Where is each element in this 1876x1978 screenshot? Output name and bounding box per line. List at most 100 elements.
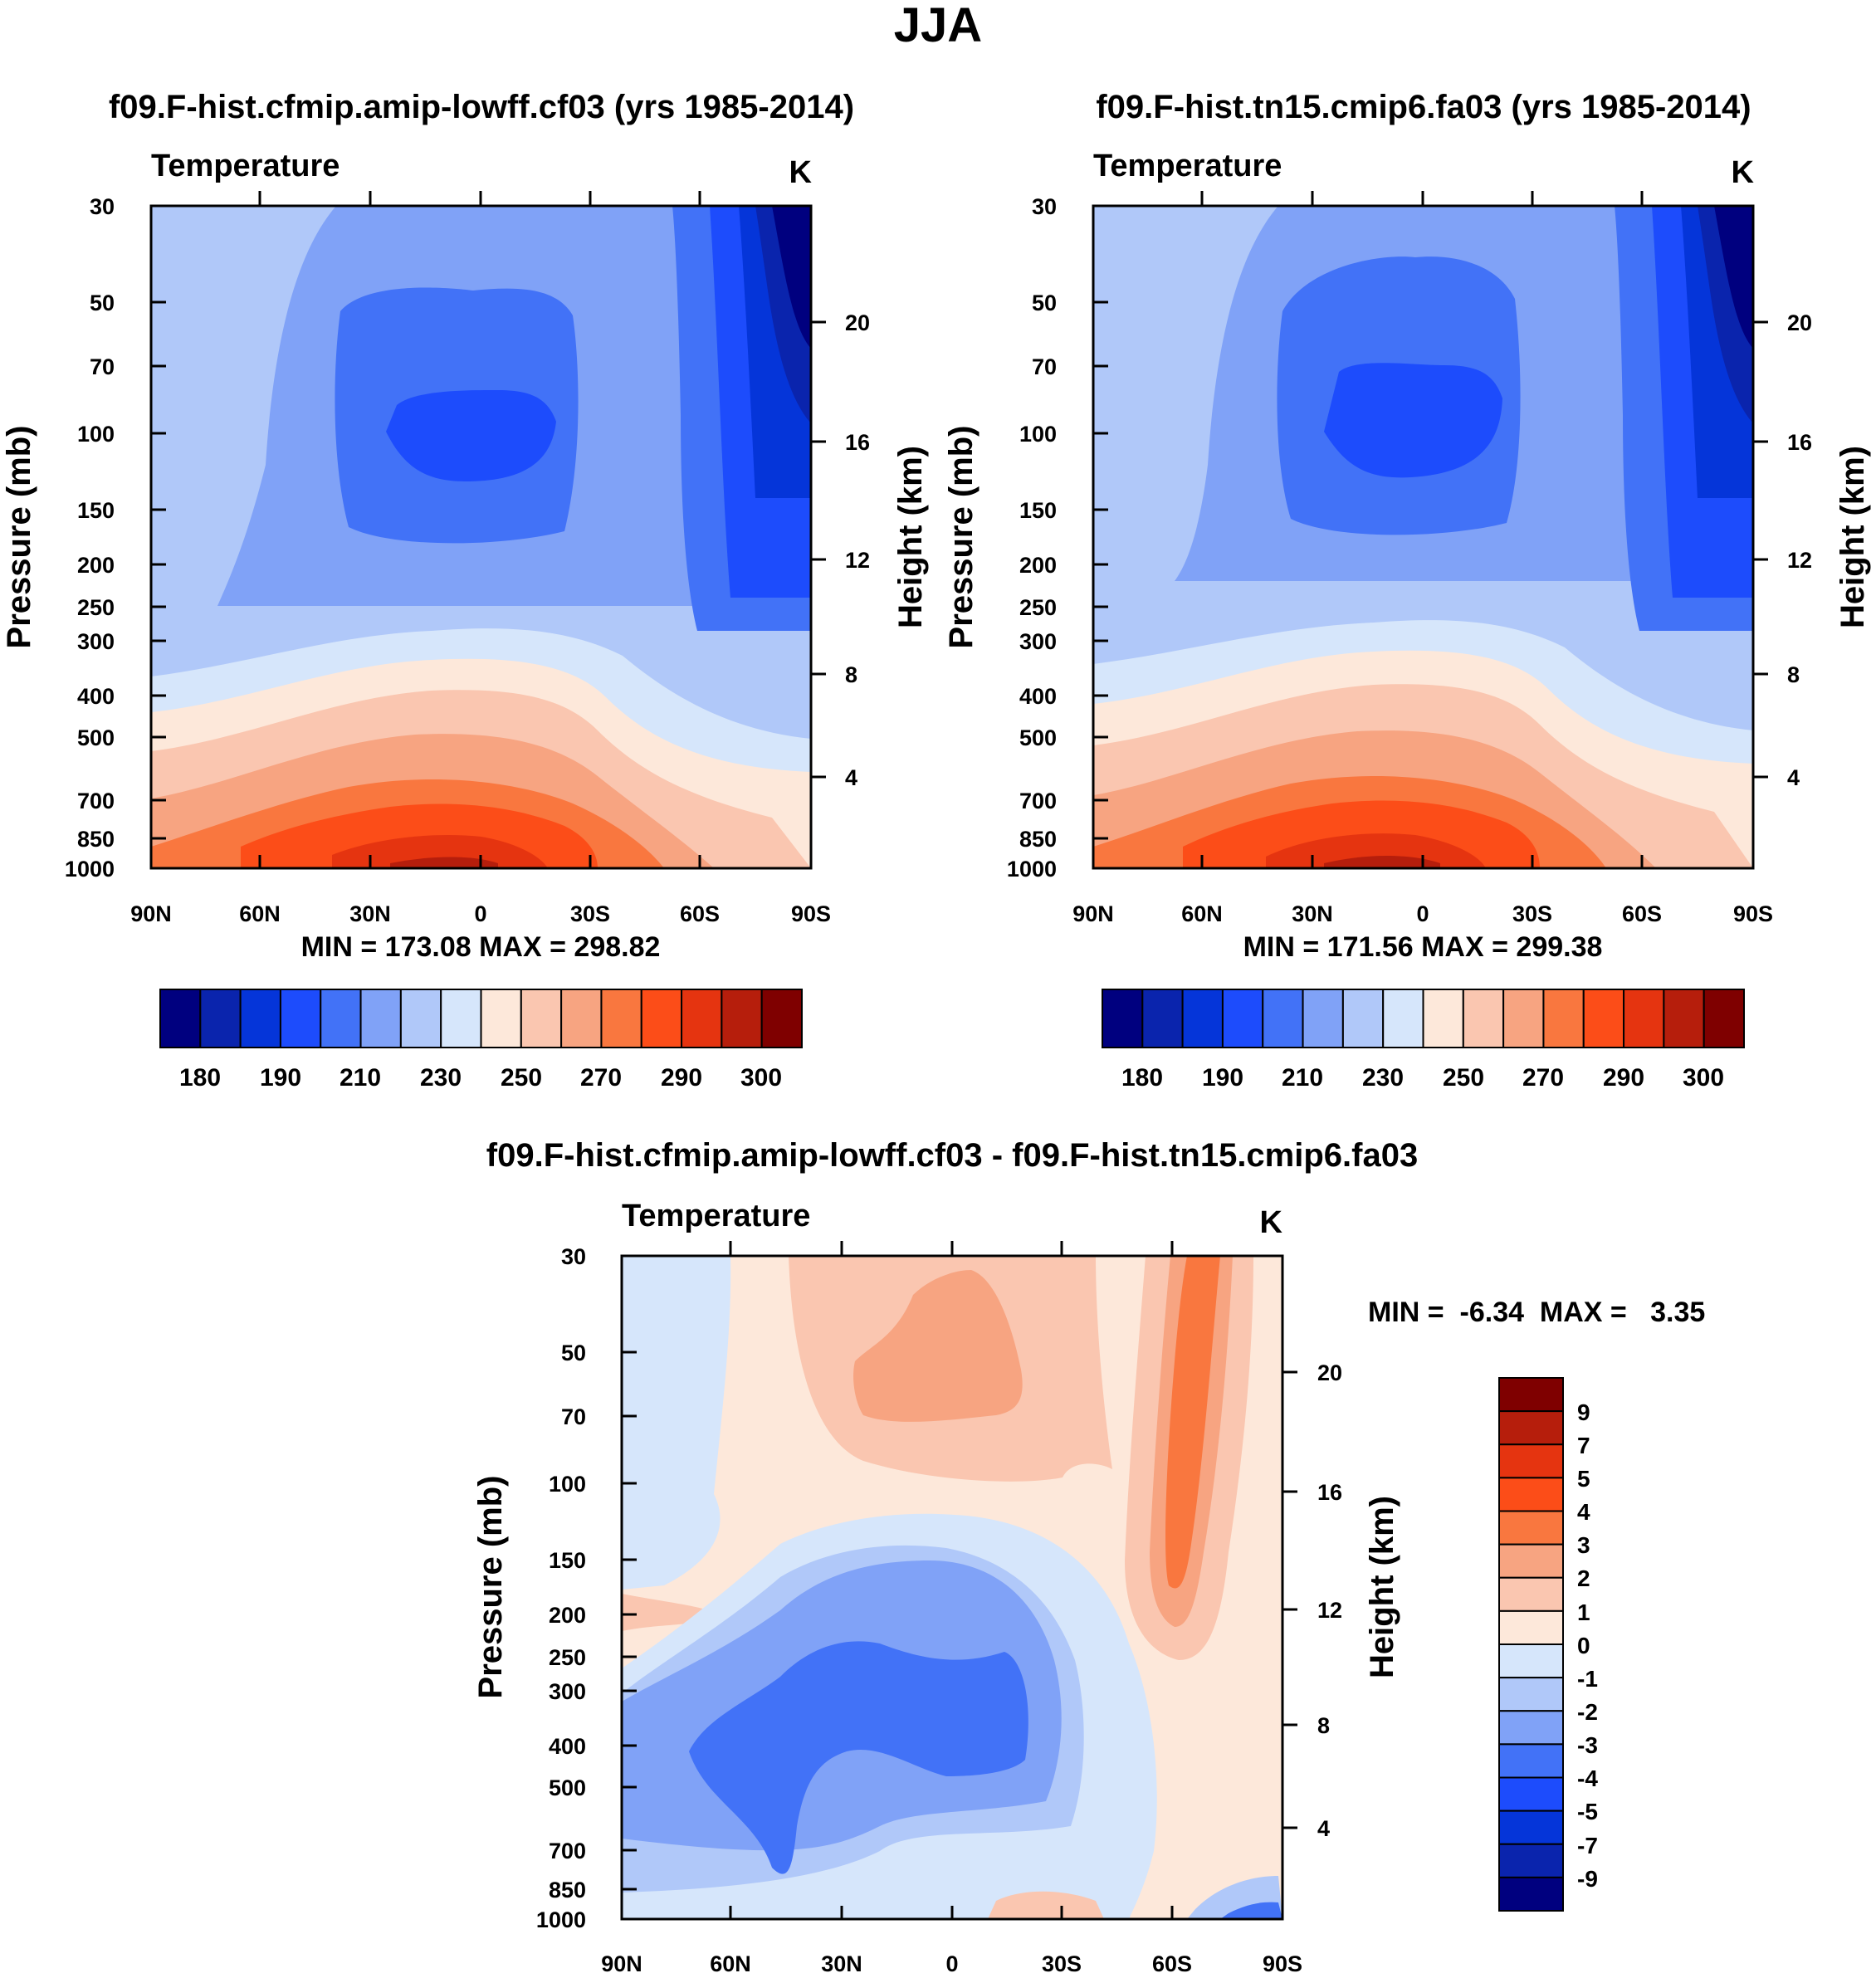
y-tick-label: 850 [549, 1878, 586, 1902]
y-tick-label: 50 [90, 291, 115, 315]
panel-title: f09.F-hist.cfmip.amip-lowff.cf03 (yrs 19… [109, 89, 854, 125]
x-tick-label: 60S [680, 901, 720, 926]
x-tick-label: 60N [1181, 901, 1223, 926]
y-right-tick-label: 16 [1317, 1480, 1342, 1505]
panel-difference: f09.F-hist.cfmip.amip-lowff.cf03 - f09.F… [472, 1137, 1705, 1976]
colorbar-label: 230 [1362, 1064, 1404, 1092]
x-tick-label: 0 [1416, 901, 1429, 926]
y-tick-label: 250 [1019, 595, 1057, 620]
contour-band [332, 835, 548, 868]
colorbar-label: 250 [1443, 1064, 1484, 1092]
colorbar-label: 180 [1121, 1064, 1163, 1092]
y-right-tick-label: 8 [1787, 662, 1800, 687]
y-right-tick-label: 20 [1787, 310, 1812, 335]
colorbar-swatch [199, 989, 242, 1048]
colorbar-label: 290 [661, 1064, 702, 1092]
colorbar-label: 270 [1522, 1064, 1564, 1092]
y-right-tick-labels: 4 8 12 16 20 [845, 310, 870, 790]
x-tick-label: 30N [821, 1951, 862, 1976]
y-tick-label: 30 [561, 1244, 586, 1269]
colorbar-swatch [359, 989, 402, 1048]
y-tick-label: 300 [1019, 629, 1057, 654]
y-right-axis-label: Height (km) [1364, 1496, 1400, 1678]
y-axis-ticks [1093, 191, 1768, 870]
colorbar-label: -2 [1577, 1699, 1598, 1725]
colorbar-swatch [1141, 989, 1184, 1048]
y-tick-label: 850 [77, 827, 115, 852]
colorbar-swatch [721, 989, 763, 1048]
colorbar-swatch [1663, 989, 1705, 1048]
colorbar-swatch [1462, 989, 1505, 1048]
y-right-axis-label: Height (km) [1834, 446, 1871, 628]
y-right-tick-label: 12 [1787, 548, 1812, 573]
units-label: K [1260, 1205, 1283, 1240]
colorbar-label: 290 [1603, 1064, 1644, 1092]
y-tick-label: 30 [90, 194, 115, 219]
colorbar-swatch [1221, 989, 1264, 1048]
figure-title: JJA [894, 0, 982, 52]
colorbar-label: 270 [580, 1064, 622, 1092]
colorbar-swatch [320, 989, 362, 1048]
y-right-tick-label: 4 [845, 765, 857, 790]
colorbar-swatch [1422, 989, 1464, 1048]
colorbar-swatch [1498, 1443, 1564, 1479]
colorbar-swatch [1498, 1543, 1564, 1579]
y-right-tick-labels: 4 8 12 16 20 [1317, 1360, 1342, 1841]
contour-band [1165, 1256, 1220, 1589]
colorbar-swatch [480, 989, 522, 1048]
colorbar-swatch [1582, 989, 1625, 1048]
y-tick-label: 50 [561, 1341, 586, 1365]
colorbar [159, 989, 803, 1048]
colorbar-swatch [159, 989, 202, 1048]
y-tick-label: 850 [1019, 827, 1057, 852]
variable-label: Temperature [622, 1199, 810, 1233]
temperature-contours [1093, 206, 1753, 868]
colorbar-label: 250 [501, 1064, 542, 1092]
colorbar-swatch [1498, 1377, 1564, 1413]
x-tick-label: 30S [1512, 901, 1552, 926]
panel-model-1: f09.F-hist.cfmip.amip-lowff.cf03 (yrs 19… [1, 89, 929, 1092]
colorbar-label: 190 [1202, 1064, 1243, 1092]
y-tick-label: 100 [549, 1472, 586, 1497]
y-tick-label: 70 [90, 354, 115, 379]
colorbar-swatch [520, 989, 563, 1048]
y-tick-label: 500 [549, 1775, 586, 1800]
y-axis-label: Pressure (mb) [943, 426, 980, 649]
colorbar-label: -9 [1577, 1866, 1598, 1892]
contour-band [1220, 1902, 1282, 1919]
x-tick-label: 90S [791, 901, 831, 926]
x-tick-label: 60N [710, 1951, 751, 1976]
x-tick-label: 30S [570, 901, 610, 926]
colorbar-label: 210 [1282, 1064, 1323, 1092]
x-tick-label: 30N [1292, 901, 1333, 926]
panel-title: f09.F-hist.cfmip.amip-lowff.cf03 - f09.F… [486, 1137, 1418, 1174]
colorbar-swatch [1502, 989, 1545, 1048]
y-tick-label: 400 [549, 1734, 586, 1759]
colorbar-swatch [1498, 1477, 1564, 1512]
colorbar-swatch [1382, 989, 1424, 1048]
y-tick-label: 200 [549, 1603, 586, 1628]
colorbar-label: 210 [340, 1064, 381, 1092]
x-tick-labels: 90N 60N 30N 0 30S 60S 90S [601, 1951, 1302, 1976]
x-tick-label: 90N [130, 901, 172, 926]
y-tick-label: 150 [549, 1548, 586, 1573]
y-right-tick-label: 20 [845, 310, 870, 335]
x-tick-label: 90N [1072, 901, 1114, 926]
colorbar-swatch [1498, 1576, 1564, 1612]
colorbar-swatch [1498, 1710, 1564, 1746]
contour-band [988, 1891, 1104, 1919]
colorbar-label: 2 [1577, 1565, 1590, 1591]
colorbar-swatch [1302, 989, 1344, 1048]
y-tick-labels: 30 50 70 100 150 200 250 300 400 500 700… [1007, 194, 1057, 882]
colorbar [1102, 989, 1745, 1048]
colorbar-swatch [440, 989, 482, 1048]
y-right-tick-label: 20 [1317, 1360, 1342, 1385]
contour-band [772, 206, 811, 349]
y-tick-label: 250 [77, 595, 115, 620]
y-tick-label: 700 [77, 789, 115, 813]
colorbar-swatch [239, 989, 281, 1048]
difference-contours [622, 1256, 1282, 1919]
y-tick-label: 200 [77, 553, 115, 578]
y-axis-label: Pressure (mb) [1, 426, 37, 649]
